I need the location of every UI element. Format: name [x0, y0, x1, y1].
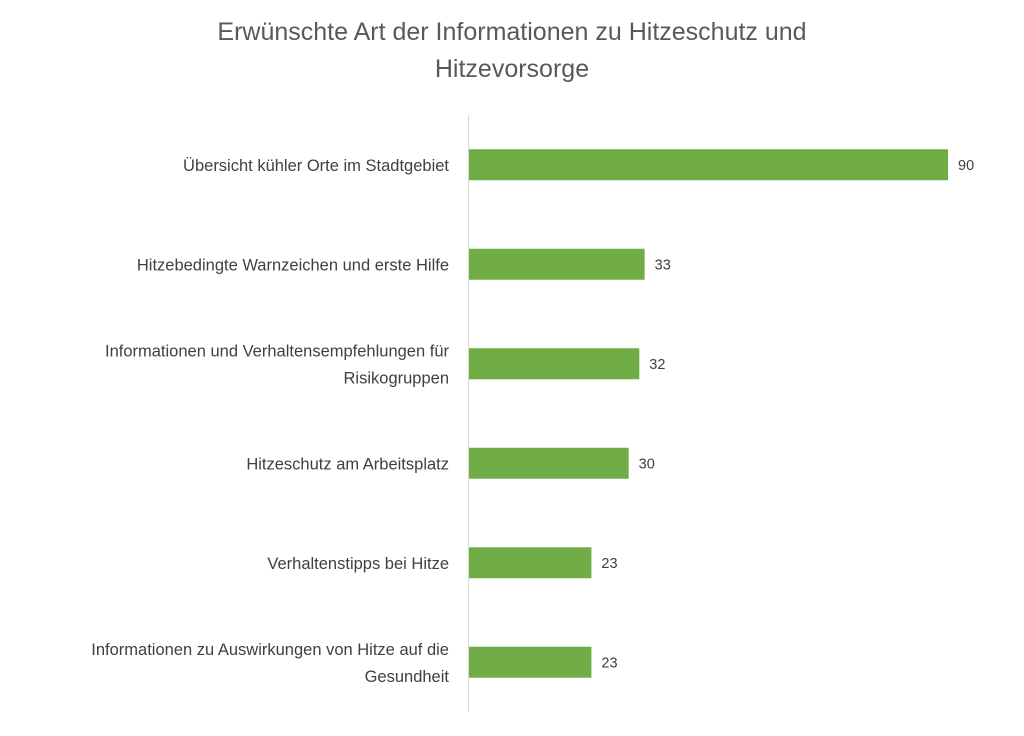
data-label: 90	[958, 158, 974, 174]
bar	[469, 646, 592, 678]
category-label: Verhaltenstipps bei Hitze	[267, 555, 449, 573]
category-label: Übersicht kühler Orte im Stadtgebiet	[183, 157, 449, 175]
bar	[469, 149, 948, 181]
bar	[469, 547, 592, 579]
data-label: 23	[601, 556, 617, 572]
data-label: 32	[649, 357, 665, 373]
bar	[469, 447, 629, 479]
bar	[469, 348, 640, 380]
data-label: 33	[655, 257, 671, 273]
bar	[469, 248, 645, 280]
category-label: Hitzebedingte Warnzeichen und erste Hilf…	[137, 256, 449, 274]
category-label: Hitzeschutz am Arbeitsplatz	[246, 455, 449, 473]
data-label: 23	[601, 655, 617, 671]
category-label: Informationen und Verhaltensempfehlungen…	[105, 342, 449, 387]
category-label: Informationen zu Auswirkungen von Hitze …	[91, 641, 449, 686]
data-label: 30	[639, 456, 655, 472]
chart-title: Erwünschte Art der Informationen zu Hitz…	[217, 18, 807, 83]
